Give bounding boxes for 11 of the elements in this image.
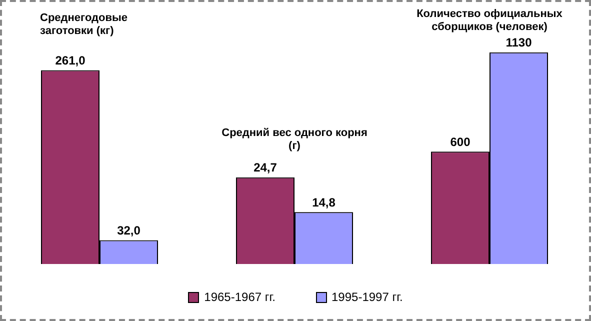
chart-title: Среднегодовые заготовки (кг) xyxy=(40,12,129,38)
legend-label: 1995-1997 гг. xyxy=(332,290,403,304)
data-label: 261,0 xyxy=(55,54,86,68)
data-label: 600 xyxy=(450,134,471,149)
legend-label: 1965-1967 гг. xyxy=(204,290,276,304)
data-label: 32,0 xyxy=(117,224,141,238)
data-label: 1130 xyxy=(506,36,532,50)
chart-title: Количество официальных сборщиков (человек) xyxy=(416,8,564,34)
chart-title: Средний вес одного корня (г) xyxy=(220,127,368,153)
data-label: 14,8 xyxy=(312,195,336,210)
data-label: 24,7 xyxy=(254,160,278,175)
